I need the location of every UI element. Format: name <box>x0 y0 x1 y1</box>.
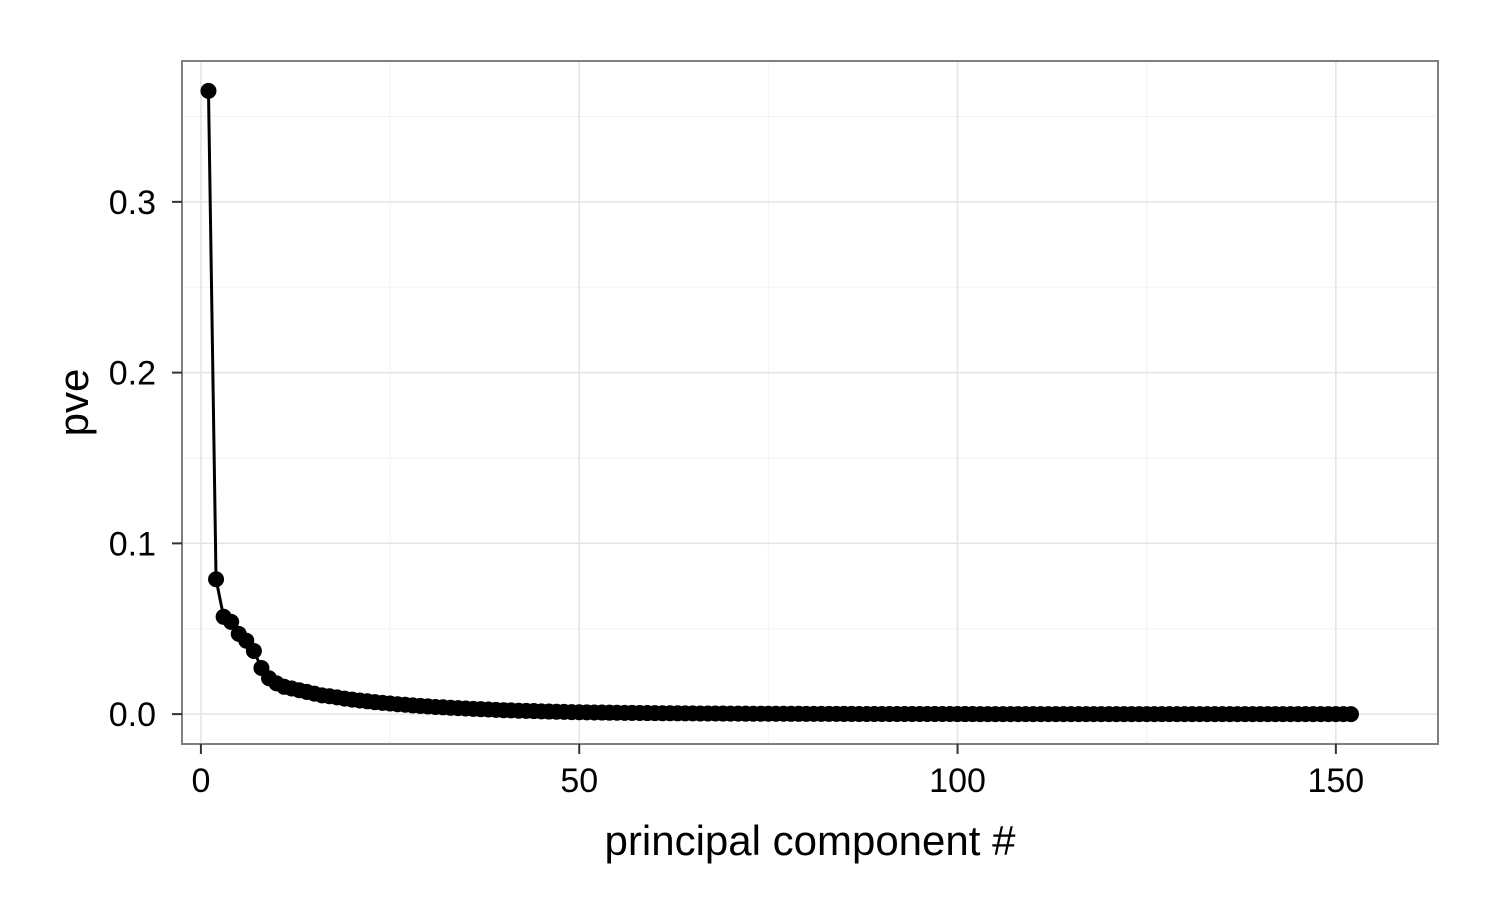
x-tick-label: 0 <box>191 762 210 800</box>
y-tick-label: 0.0 <box>109 696 156 734</box>
data-point <box>200 82 217 99</box>
y-tick-label: 0.1 <box>109 525 156 563</box>
series-layer <box>200 82 1359 723</box>
y-axis: 0.0 0.1 0.2 0.3 <box>109 184 182 734</box>
minor-gridlines <box>182 61 1438 744</box>
x-tick-label: 150 <box>1307 762 1364 800</box>
data-point <box>1342 706 1359 723</box>
x-axis: 0 50 100 150 <box>191 744 1364 800</box>
y-axis-title: pve <box>50 369 97 437</box>
data-point <box>223 613 240 630</box>
panel-border <box>181 60 1439 745</box>
x-tick-label: 100 <box>929 762 986 800</box>
plot-panel <box>181 60 1439 745</box>
data-point <box>245 642 262 659</box>
x-tick-label: 50 <box>560 762 598 800</box>
y-tick-label: 0.3 <box>109 184 156 222</box>
panel-background <box>182 61 1438 744</box>
y-tick-label: 0.2 <box>109 355 156 393</box>
data-point <box>208 571 225 588</box>
x-axis-title: principal component # <box>605 817 1017 864</box>
